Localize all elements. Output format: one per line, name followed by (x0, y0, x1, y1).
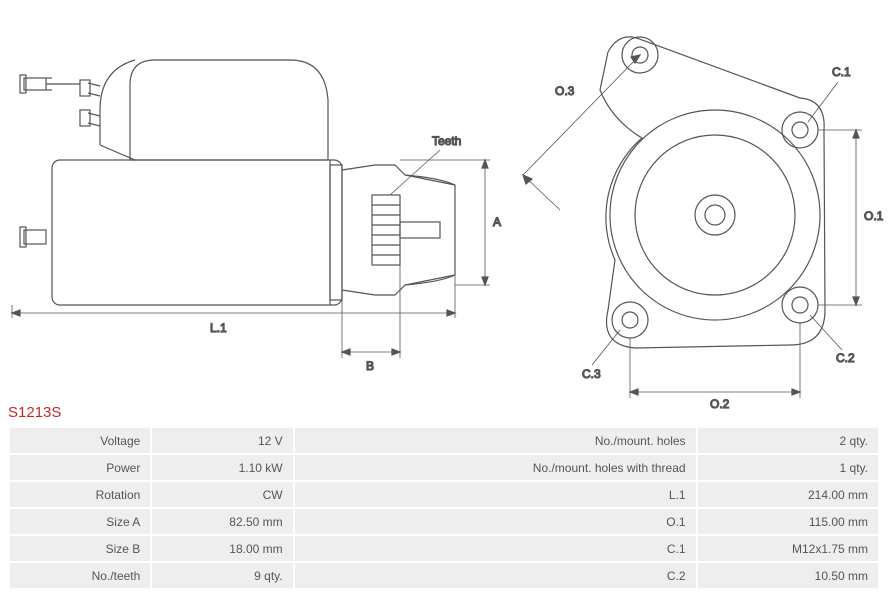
spec-row: Size A 82.50 mm O.1 115.00 mm (10, 509, 878, 534)
spec-value: M12x1.75 mm (698, 536, 878, 561)
spec-label: L.1 (295, 482, 696, 507)
diagram-area: L.1 A Teeth B (0, 0, 889, 410)
spec-value: 1 qty. (698, 455, 878, 480)
spec-value: 18.00 mm (152, 536, 292, 561)
spec-value: 214.00 mm (698, 482, 878, 507)
spec-value: 10.50 mm (698, 563, 878, 588)
spec-row: Power 1.10 kW No./mount. holes with thre… (10, 455, 878, 480)
dim-A: A (493, 215, 501, 229)
dim-O2: O.2 (710, 397, 730, 410)
dim-L1: L.1 (210, 321, 227, 335)
spec-table: Voltage 12 V No./mount. holes 2 qty. Pow… (8, 426, 880, 590)
spec-label: Power (10, 455, 150, 480)
spec-label: Voltage (10, 428, 150, 453)
dim-O3: O.3 (555, 84, 575, 98)
spec-row: Voltage 12 V No./mount. holes 2 qty. (10, 428, 878, 453)
spec-value: 12 V (152, 428, 292, 453)
side-view: L.1 A Teeth B (12, 60, 501, 373)
spec-label: C.1 (295, 536, 696, 561)
spec-value: 82.50 mm (152, 509, 292, 534)
spec-row: Rotation CW L.1 214.00 mm (10, 482, 878, 507)
spec-row: Size B 18.00 mm C.1 M12x1.75 mm (10, 536, 878, 561)
spec-label: Size A (10, 509, 150, 534)
spec-label: C.2 (295, 563, 696, 588)
part-number: S1213S (8, 404, 61, 421)
spec-value: 9 qty. (152, 563, 292, 588)
spec-label: No./mount. holes (295, 428, 696, 453)
spec-label: No./mount. holes with thread (295, 455, 696, 480)
spec-label: No./teeth (10, 563, 150, 588)
spec-value: 1.10 kW (152, 455, 292, 480)
dim-teeth: Teeth (432, 134, 461, 148)
spec-value: 2 qty. (698, 428, 878, 453)
spec-row: No./teeth 9 qty. C.2 10.50 mm (10, 563, 878, 588)
dim-O1: O.1 (864, 209, 884, 223)
dim-B: B (366, 359, 374, 373)
spec-label: O.1 (295, 509, 696, 534)
technical-drawing: L.1 A Teeth B (0, 0, 889, 410)
spec-label: Rotation (10, 482, 150, 507)
dim-C3: C.3 (582, 367, 601, 381)
spec-label: Size B (10, 536, 150, 561)
dim-C2: C.2 (836, 351, 855, 365)
front-view: O.3 O.1 O.2 C.1 C.2 C.3 (523, 37, 884, 410)
dim-C1: C.1 (832, 65, 851, 79)
spec-value: 115.00 mm (698, 509, 878, 534)
spec-value: CW (152, 482, 292, 507)
